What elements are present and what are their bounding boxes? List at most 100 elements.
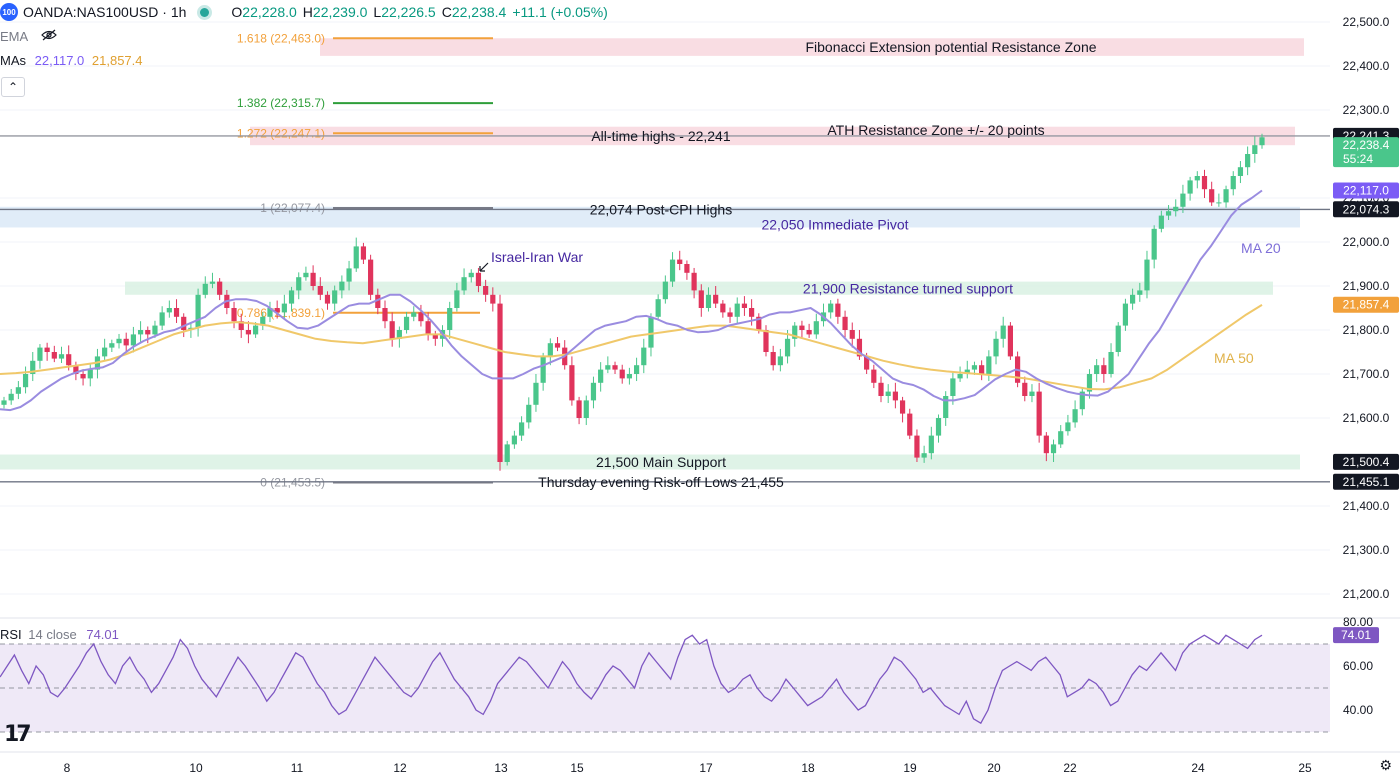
candle <box>756 316 762 330</box>
mas-legend[interactable]: MAs 22,117.0 21,857.4 <box>0 53 143 68</box>
price-tag-label: 22,238.4 <box>1343 138 1390 152</box>
candle <box>432 334 438 339</box>
candle <box>799 325 805 330</box>
candle <box>411 312 417 317</box>
candle <box>806 330 812 335</box>
x-tick-label: 12 <box>393 761 407 775</box>
candle <box>418 312 424 322</box>
candle <box>770 352 776 366</box>
candle <box>957 374 963 379</box>
candle <box>619 369 625 379</box>
tradingview-logo[interactable]: 17 <box>4 722 32 747</box>
open-label: O <box>231 4 243 20</box>
candle <box>80 374 86 379</box>
zone-resistance <box>320 38 1304 56</box>
candle <box>950 378 956 396</box>
fib-label: 1.272 (22,247.1) <box>237 126 325 140</box>
price-tag-label: 21,455.1 <box>1343 475 1390 489</box>
candle <box>303 272 309 278</box>
candle <box>66 354 72 366</box>
price-tag <box>1333 473 1399 490</box>
candle <box>813 321 819 335</box>
candle <box>1201 176 1208 190</box>
candle <box>44 347 50 352</box>
candle <box>267 308 273 317</box>
candle <box>1000 325 1006 339</box>
candle <box>705 294 712 308</box>
candle <box>51 352 57 359</box>
candle <box>921 453 927 458</box>
candle <box>317 286 323 295</box>
x-tick-label: 22 <box>1063 761 1077 775</box>
candle <box>655 299 661 317</box>
candle <box>447 308 453 330</box>
candle <box>181 316 187 330</box>
candle <box>483 286 489 295</box>
candle <box>296 277 302 291</box>
mas-label: MAs <box>0 53 26 68</box>
candle <box>964 369 970 374</box>
candle <box>37 347 43 361</box>
x-tick-label: 8 <box>64 761 71 775</box>
close-value: 22,238.4 <box>451 4 507 20</box>
candle <box>1237 167 1244 176</box>
candle <box>425 321 431 335</box>
candle <box>1029 391 1035 396</box>
candle <box>360 246 367 260</box>
candle <box>691 272 697 291</box>
candle <box>648 316 654 348</box>
y-tick-label: 21,400.0 <box>1343 499 1390 513</box>
candle <box>662 281 668 300</box>
candle <box>209 281 216 284</box>
candle <box>202 283 208 295</box>
candle <box>864 356 870 370</box>
candle <box>590 382 597 401</box>
ath-level-label: All-time highs - 22,241 <box>591 128 731 144</box>
ma20-annotation: MA 20 <box>1241 240 1281 256</box>
candle <box>777 356 783 366</box>
candle <box>849 330 855 339</box>
ema-legend[interactable]: EMA <box>0 29 57 44</box>
candle <box>109 343 115 348</box>
symbol-title[interactable]: OANDA:NAS100USD · 1h <box>23 4 187 20</box>
candle <box>87 369 93 379</box>
candle <box>511 435 517 445</box>
rsi-y-tick-label: 60.00 <box>1343 659 1373 673</box>
candle <box>598 369 604 383</box>
y-tick-label: 21,200.0 <box>1343 587 1390 601</box>
candle <box>73 365 79 374</box>
ma50-line <box>0 304 1263 391</box>
candle <box>1245 154 1251 168</box>
support-zone-label: 21,900 Resistance turned support <box>803 281 1013 297</box>
high-label: H <box>302 4 313 20</box>
candle <box>1209 189 1215 203</box>
post-cpi-level-label: 22,074 Post-CPI Highs <box>590 201 732 217</box>
candle <box>281 303 287 313</box>
candle <box>943 396 949 418</box>
candle <box>454 290 460 308</box>
y-tick-label: 22,300.0 <box>1343 103 1390 117</box>
candle <box>102 347 108 357</box>
candle <box>274 308 280 313</box>
candle <box>1115 325 1121 352</box>
rsi-y-tick-label: 40.00 <box>1343 703 1373 717</box>
candle <box>217 281 223 295</box>
candle <box>504 444 510 462</box>
rsi-legend[interactable]: RSI 14 close 74.01 <box>0 627 119 642</box>
candle <box>159 312 165 326</box>
symbol-header: 100 OANDA:NAS100USD · 1h O 22,228.0 H 22,2… <box>0 0 608 24</box>
candle <box>1058 431 1064 445</box>
candle <box>749 308 755 317</box>
candle <box>784 338 791 357</box>
candle <box>8 393 14 401</box>
candle <box>835 303 841 317</box>
close-label: C <box>441 4 452 20</box>
candle <box>1252 145 1258 154</box>
collapse-legend-button[interactable]: ⌃ <box>1 77 25 97</box>
eye-hidden-icon[interactable] <box>41 29 57 44</box>
high-value: 22,239.0 <box>312 4 368 20</box>
candle <box>1144 259 1150 291</box>
candle <box>1130 294 1136 304</box>
gear-icon[interactable]: ⚙ <box>1379 757 1392 773</box>
